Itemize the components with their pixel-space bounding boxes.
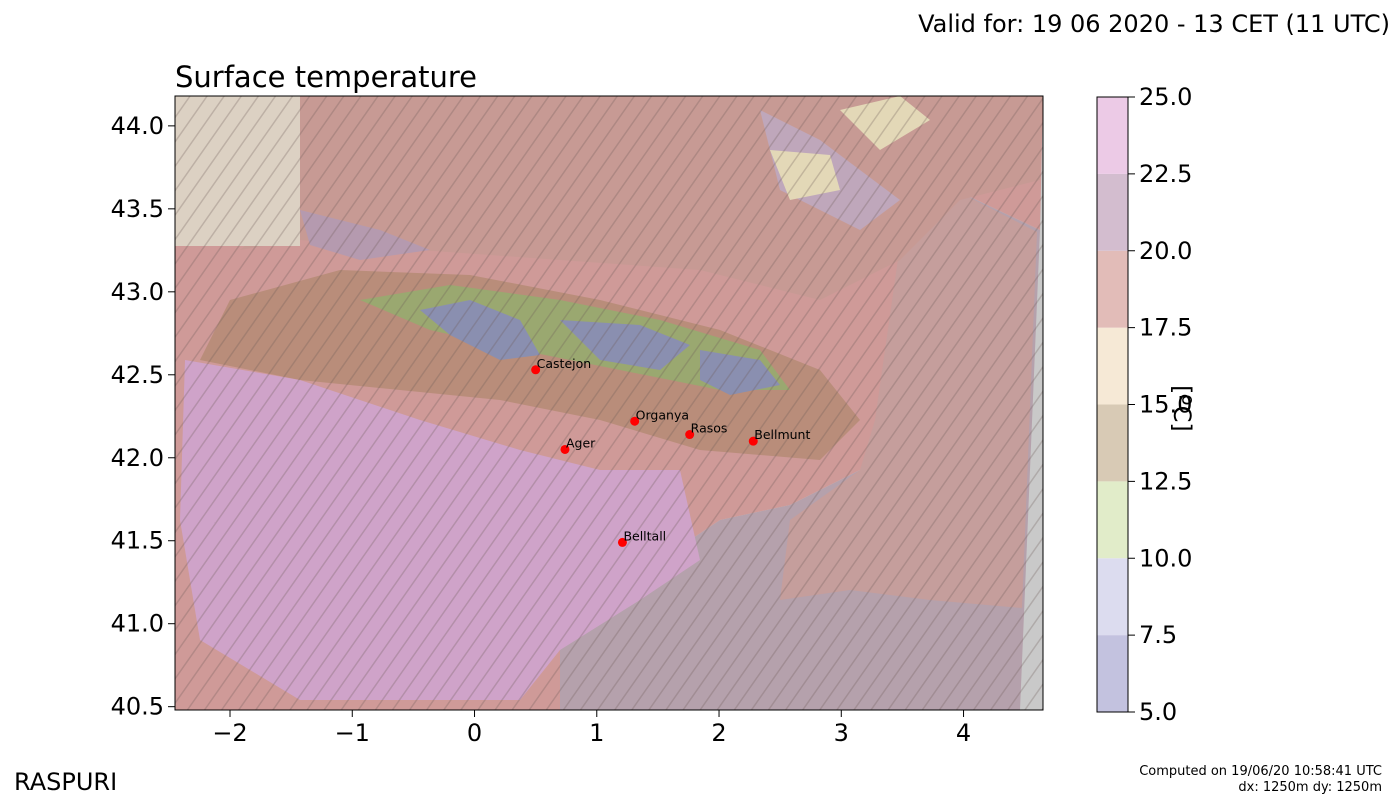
y-tick-label: 41.5 <box>111 527 164 555</box>
x-tick-label: 1 <box>589 719 604 747</box>
x-tick-label: 4 <box>956 719 971 747</box>
colorbar-tick-label: 12.5 <box>1139 467 1192 495</box>
station-label: Belltall <box>623 528 666 543</box>
colorbar-tick-label: 5.0 <box>1139 698 1177 726</box>
colorbar-tick-label: 22.5 <box>1139 160 1192 188</box>
brand-label: RASPURI <box>14 768 118 796</box>
y-tick-label: 42.0 <box>111 444 164 472</box>
y-tick-label: 40.5 <box>111 693 164 721</box>
colorbar-tick-label: 10.0 <box>1139 544 1192 572</box>
colorbar-tick-label: 7.5 <box>1139 621 1177 649</box>
colorbar-tick-label: 15.0 <box>1139 391 1192 419</box>
colorbar-tick-label: 25.0 <box>1139 83 1192 111</box>
station-label: Castejon <box>537 356 592 371</box>
map-title: Surface temperature <box>175 60 477 94</box>
map-panel <box>174 95 1044 711</box>
station-marker <box>617 537 627 547</box>
x-tick-label: 2 <box>711 719 726 747</box>
x-tick-label: −2 <box>212 719 247 747</box>
x-axis: −2 −1 0 1 2 3 4 <box>212 710 971 747</box>
y-tick-label: 41.0 <box>111 610 164 638</box>
y-axis: 44.0 43.5 43.0 42.5 42.0 41.5 41.0 40.5 <box>111 112 175 721</box>
y-tick-label: 42.5 <box>111 361 164 389</box>
station-marker <box>560 444 570 454</box>
station-label: Rasos <box>691 421 728 436</box>
computed-timestamp: Computed on 19/06/20 10:58:41 UTC <box>1139 764 1382 779</box>
map-frame <box>174 95 1044 711</box>
x-tick-label: 0 <box>467 719 482 747</box>
x-tick-label: −1 <box>335 719 370 747</box>
colorbar-segment <box>1097 250 1128 328</box>
hillshade-texture <box>175 96 1043 710</box>
y-tick-label: 43.5 <box>111 195 164 223</box>
colorbar-segment <box>1097 481 1128 559</box>
station-label: Ager <box>566 435 596 450</box>
computed-info: Computed on 19/06/20 10:58:41 UTC dx: 12… <box>1139 764 1382 796</box>
colorbar-unit-label: [ºC] <box>1168 385 1196 432</box>
station-marker <box>685 430 695 440</box>
colorbar-segment <box>1097 558 1128 636</box>
colorbar-segment <box>1097 404 1128 482</box>
colorbar-segment <box>1097 173 1128 251</box>
y-tick-label: 43.0 <box>111 278 164 306</box>
colorbar-segment <box>1097 97 1128 174</box>
y-tick-label: 44.0 <box>111 112 164 140</box>
station-marker <box>748 436 758 446</box>
station-marker <box>630 416 640 426</box>
grid-resolution: dx: 1250m dy: 1250m <box>1238 780 1382 795</box>
colorbar-segment <box>1097 327 1128 405</box>
colorbar-segment <box>1097 635 1128 712</box>
station-label: Organya <box>636 407 689 422</box>
valid-time-label: Valid for: 19 06 2020 - 13 CET (11 UTC) <box>918 10 1390 38</box>
colorbar: 5.0 7.5 10.0 12.5 15.0 17.5 20.0 22.5 25.0 <box>1096 83 1192 726</box>
station-label: Bellmunt <box>754 427 810 442</box>
x-tick-label: 3 <box>834 719 849 747</box>
colorbar-tick-label: 20.0 <box>1139 237 1192 265</box>
colorbar-tick-label: 17.5 <box>1139 314 1192 342</box>
station-marker <box>531 365 541 375</box>
